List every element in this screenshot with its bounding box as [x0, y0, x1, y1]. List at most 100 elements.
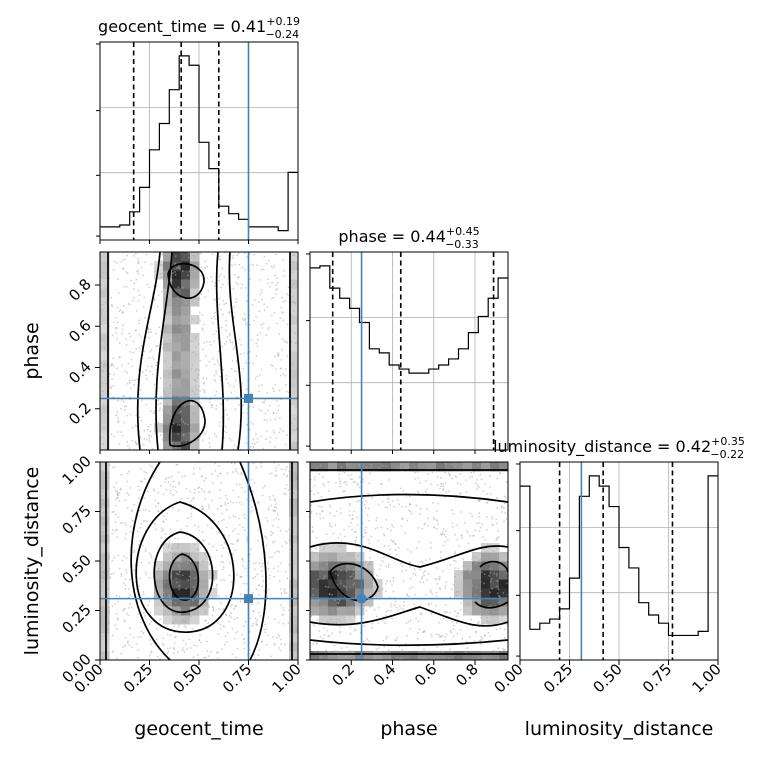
- sample-point: [414, 573, 417, 576]
- sample-point: [234, 549, 237, 552]
- sample-point: [208, 360, 211, 363]
- sample-point: [368, 640, 371, 643]
- sample-point: [263, 628, 266, 631]
- sample-point: [138, 540, 141, 543]
- sample-point: [293, 417, 296, 420]
- sample-point: [293, 429, 296, 432]
- sample-point: [182, 647, 184, 649]
- density-cell: [190, 552, 200, 562]
- density-cell: [172, 432, 182, 442]
- sample-point: [249, 278, 251, 281]
- sample-point: [295, 501, 298, 504]
- sample-point: [101, 390, 104, 393]
- sample-point: [206, 265, 209, 268]
- sample-point: [277, 565, 279, 568]
- density-cell: [100, 507, 110, 517]
- sample-point: [225, 302, 228, 305]
- sample-point: [454, 533, 457, 536]
- density-cell: [289, 525, 298, 535]
- sample-point: [282, 609, 285, 612]
- sample-point: [289, 612, 292, 615]
- sample-point: [181, 475, 183, 478]
- sample-point: [392, 590, 395, 593]
- density-cell: [100, 432, 110, 442]
- sample-point: [135, 270, 138, 273]
- sample-point: [349, 554, 352, 557]
- sample-point: [111, 605, 114, 608]
- sample-point: [146, 428, 149, 431]
- sample-point: [286, 474, 289, 477]
- sample-point: [440, 485, 442, 488]
- sample-point: [292, 644, 295, 647]
- density-cell: [289, 441, 298, 450]
- sample-point: [269, 441, 272, 444]
- sample-point: [322, 552, 325, 555]
- sample-point: [226, 413, 228, 416]
- sample-point: [450, 588, 453, 590]
- sample-point: [436, 582, 439, 585]
- sample-point: [251, 506, 253, 509]
- density-cell: [289, 462, 298, 472]
- sample-point: [264, 631, 267, 634]
- sample-point: [195, 346, 198, 349]
- density-cell: [499, 615, 508, 625]
- density-cell: [337, 606, 347, 616]
- sample-point: [409, 551, 412, 553]
- sample-point: [177, 565, 180, 567]
- sample-point: [489, 571, 492, 574]
- sample-point: [213, 363, 216, 366]
- density-cell: [373, 579, 383, 589]
- sample-point: [364, 560, 367, 563]
- sample-point: [459, 473, 462, 476]
- sample-point: [350, 473, 353, 476]
- truth-marker: [244, 393, 253, 403]
- sample-point: [112, 269, 115, 272]
- sample-point: [368, 519, 371, 522]
- sample-point: [100, 308, 103, 311]
- sample-point: [469, 612, 472, 615]
- sample-point: [378, 568, 381, 571]
- sample-point: [286, 577, 289, 580]
- sample-point: [184, 621, 187, 624]
- sample-point: [206, 640, 209, 643]
- sample-point: [138, 347, 141, 349]
- sample-point: [228, 384, 231, 387]
- sample-point: [353, 601, 356, 604]
- density-cell: [499, 552, 508, 562]
- sample-point: [170, 574, 172, 577]
- sample-point: [258, 409, 261, 411]
- sample-point: [222, 546, 225, 549]
- sample-point: [278, 635, 281, 638]
- sample-point: [242, 319, 245, 322]
- sample-point: [353, 582, 356, 585]
- sample-point: [503, 605, 506, 608]
- sample-point: [334, 572, 337, 575]
- sample-point: [496, 611, 499, 614]
- sample-point: [256, 339, 259, 342]
- density-cell: [364, 579, 374, 589]
- sample-point: [225, 329, 228, 332]
- sample-point: [225, 340, 228, 343]
- sample-point: [114, 498, 117, 501]
- sample-point: [282, 319, 285, 322]
- sample-point: [252, 610, 254, 613]
- sample-point: [109, 385, 112, 388]
- density-cell: [463, 597, 473, 607]
- sample-point: [432, 517, 435, 519]
- sample-point: [136, 257, 139, 260]
- sample-point: [273, 540, 276, 543]
- density-cell: [100, 561, 110, 571]
- density-cell: [454, 651, 464, 660]
- sample-point: [409, 577, 412, 580]
- sample-point: [232, 471, 234, 474]
- sample-point: [167, 410, 170, 413]
- density-cell: [190, 342, 200, 352]
- sample-point: [253, 481, 256, 484]
- density-cell: [181, 441, 191, 450]
- sample-point: [282, 373, 285, 375]
- sample-point: [162, 347, 164, 349]
- sample-point: [123, 619, 126, 622]
- sample-point: [143, 477, 146, 480]
- sample-point: [451, 526, 454, 528]
- sample-point: [100, 338, 103, 341]
